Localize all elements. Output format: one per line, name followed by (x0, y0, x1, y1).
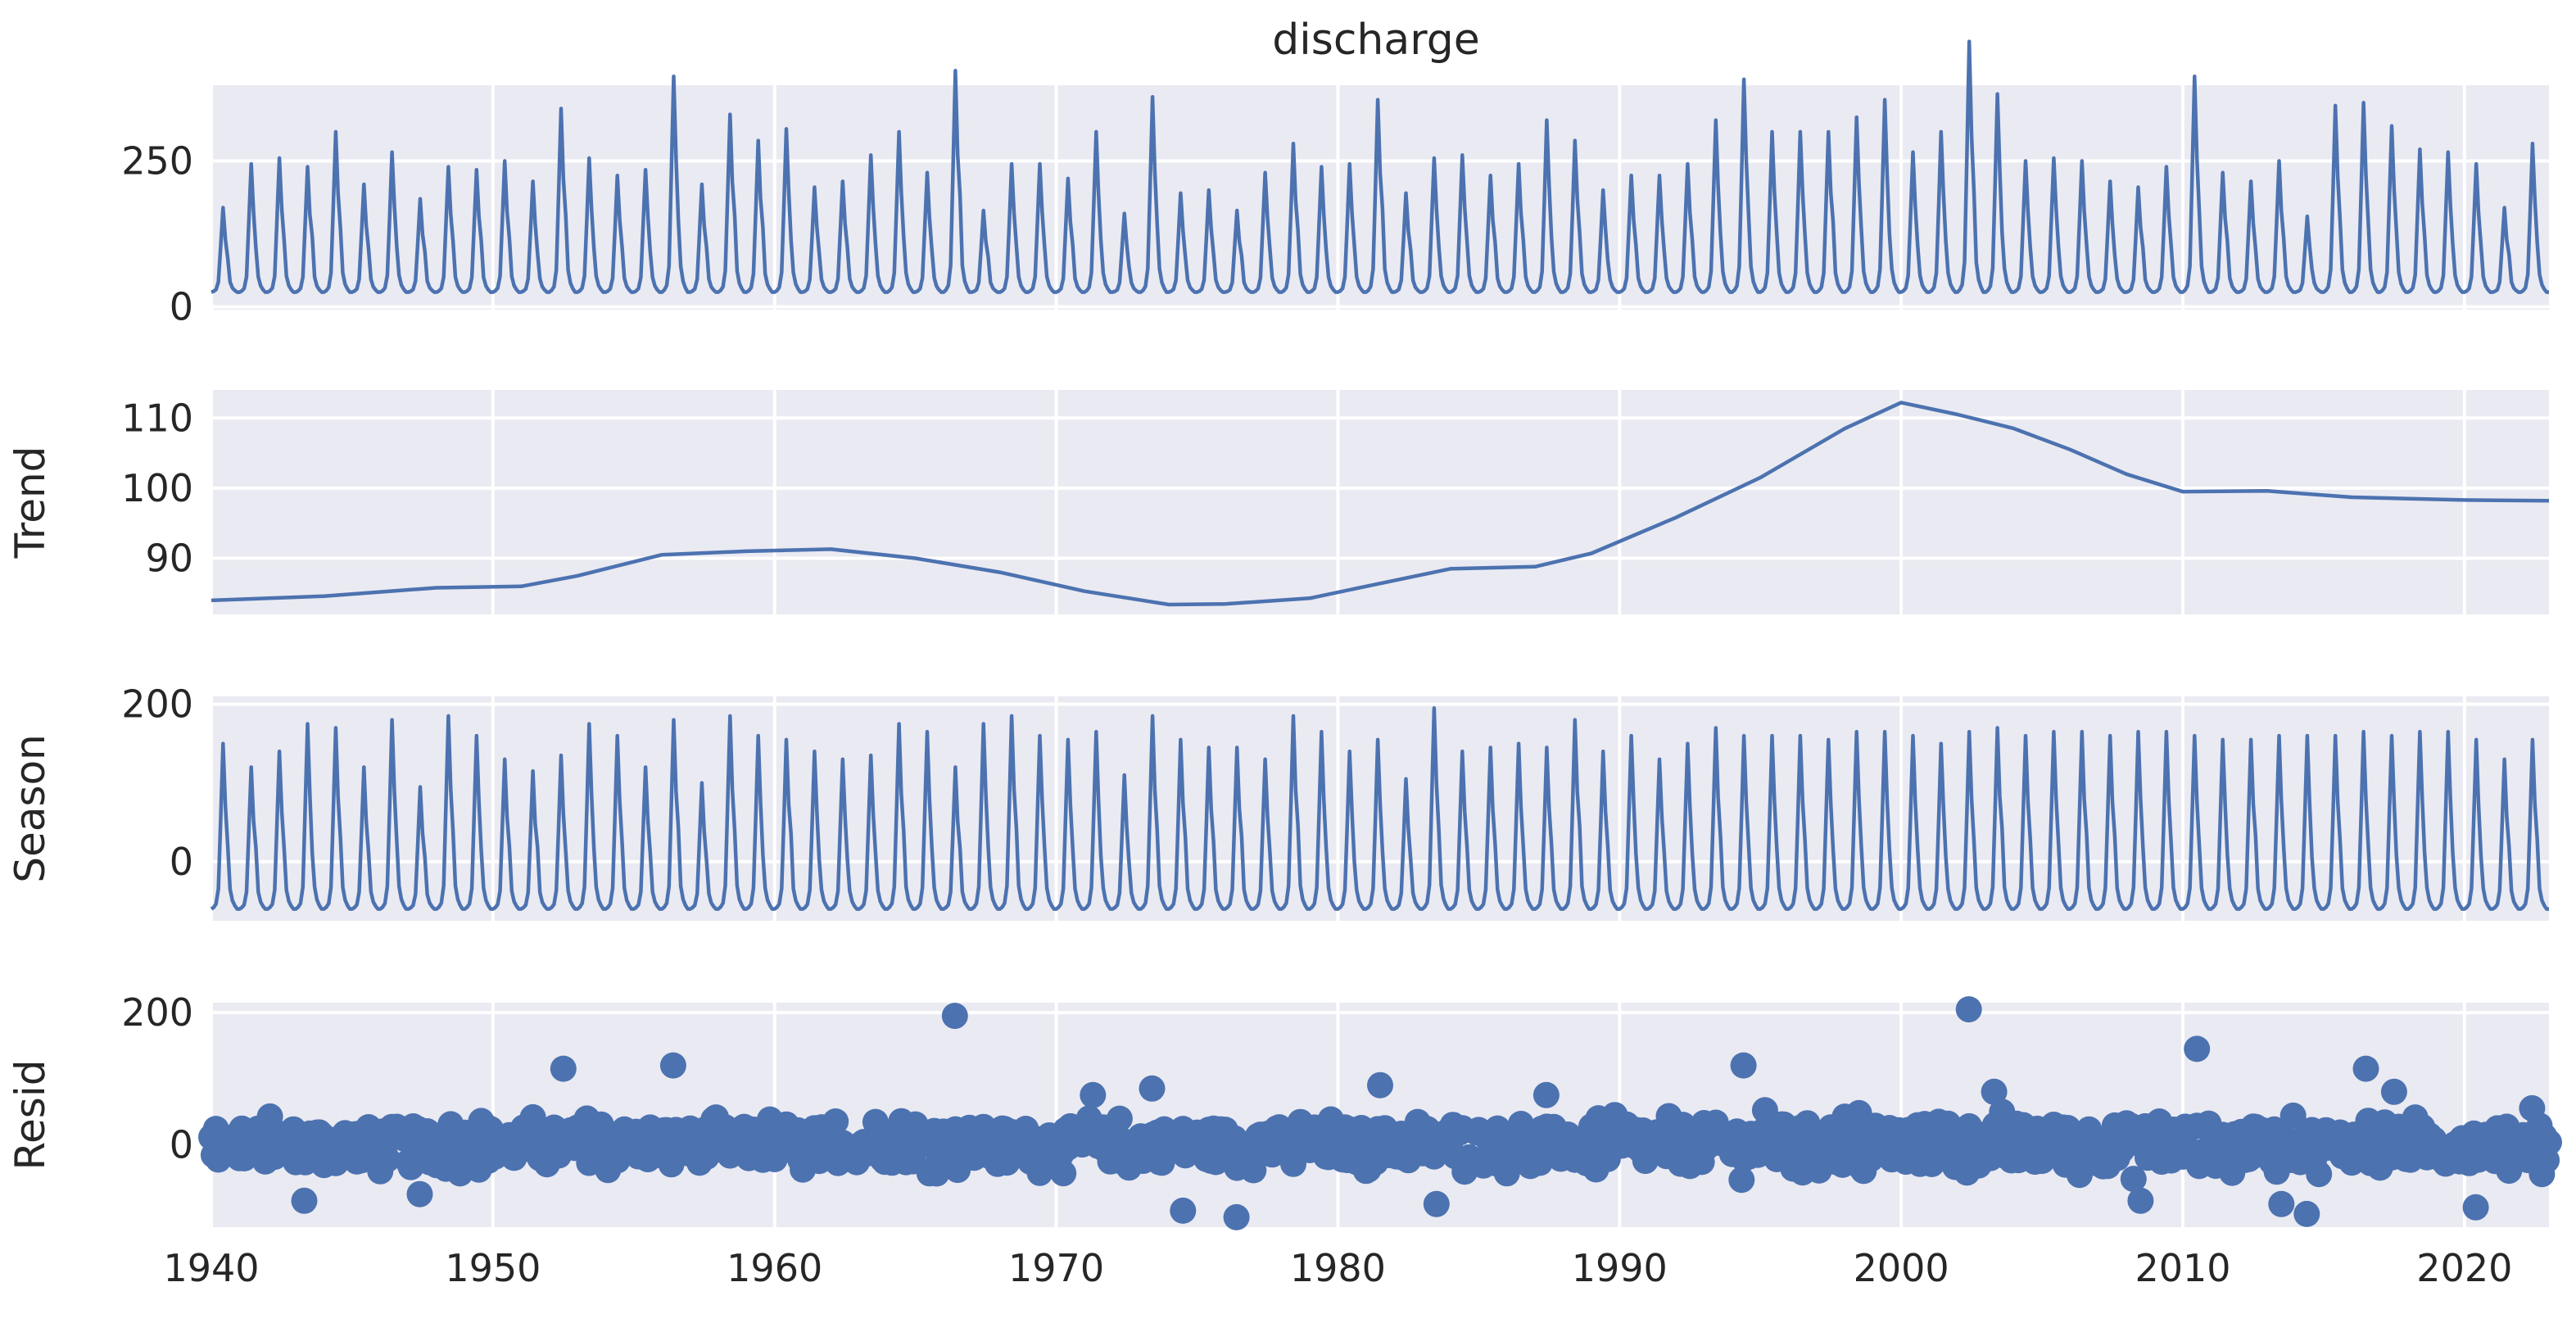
resid-point (2352, 1055, 2379, 1082)
y-tick-label: 100 (121, 466, 193, 510)
panel-background (211, 390, 2549, 614)
panel-trend: 90 100 110 Trend (7, 390, 2550, 614)
series-line-season (210, 706, 2549, 911)
resid-point (1170, 1197, 1197, 1224)
x-tick-label: 2020 (2416, 1246, 2512, 1290)
panel-observed: 0 250 (121, 39, 2549, 328)
resid-point (1423, 1190, 1450, 1217)
resid-point (1139, 1075, 1166, 1102)
resid-point (2306, 1161, 2333, 1188)
y-axis-label: Trend (7, 446, 54, 560)
resid-point (659, 1052, 686, 1079)
resid-point (1730, 1052, 1757, 1079)
resid-point (1050, 1160, 1077, 1187)
chart-title: discharge (1272, 16, 1479, 65)
resid-point (550, 1055, 577, 1082)
series-line-observed (211, 39, 2549, 294)
x-tick-label: 2010 (2135, 1246, 2230, 1290)
resid-point (2519, 1094, 2546, 1121)
resid-point (2536, 1129, 2562, 1156)
x-tick-label: 1980 (1290, 1246, 1386, 1290)
resid-point (1728, 1167, 1755, 1194)
panel-resid: 0 200 Resid 1940 1950 1960 1970 1980 1990 2000 201… (7, 990, 2562, 1290)
resid-point (406, 1180, 433, 1207)
y-tick-label: 90 (145, 537, 193, 581)
resid-point (1367, 1071, 1393, 1099)
resid-point (2293, 1200, 2320, 1227)
series-line-trend (211, 401, 2550, 607)
resid-point (1981, 1078, 2008, 1105)
resid-point (822, 1108, 849, 1135)
y-tick-label: 0 (170, 284, 193, 328)
y-tick-label: 250 (121, 139, 193, 183)
y-tick-label: 110 (121, 396, 193, 440)
resid-point (2380, 1078, 2407, 1105)
panel-season: 0 200 Season (7, 682, 2549, 921)
resid-point (1955, 996, 1982, 1023)
y-tick-label: 0 (170, 1122, 193, 1167)
resid-points (198, 996, 2562, 1230)
resid-point (2127, 1187, 2154, 1214)
x-tick-label: 1970 (1008, 1246, 1104, 1290)
resid-point (1080, 1081, 1107, 1108)
resid-point (1223, 1203, 1250, 1230)
x-tick-label: 1940 (163, 1246, 259, 1290)
resid-point (941, 1003, 968, 1030)
x-tick-label: 1990 (1572, 1246, 1668, 1290)
y-tick-label: 200 (121, 990, 193, 1035)
y-axis-label: Season (7, 734, 54, 882)
resid-point (2184, 1035, 2211, 1062)
resid-point (862, 1108, 889, 1135)
resid-point (2279, 1102, 2307, 1129)
y-axis-label: Resid (7, 1060, 54, 1171)
resid-point (373, 1146, 401, 1173)
resid-point (291, 1187, 318, 1214)
resid-point (2120, 1166, 2147, 1193)
resid-point (2462, 1194, 2489, 1221)
x-tick-label: 1960 (727, 1246, 822, 1290)
resid-point (2268, 1190, 2295, 1217)
y-tick-label: 200 (121, 682, 193, 727)
resid-point (1106, 1105, 1133, 1132)
resid-point (1532, 1081, 1560, 1108)
panels-group: 0 250 90 100 110 Trend 0 200 Season 0 200 Resid 1940… (7, 39, 2562, 1290)
x-tick-label: 1950 (445, 1246, 541, 1290)
y-tick-label: 0 (170, 840, 193, 884)
x-tick-label: 2000 (1854, 1246, 1949, 1290)
resid-point (519, 1103, 546, 1130)
